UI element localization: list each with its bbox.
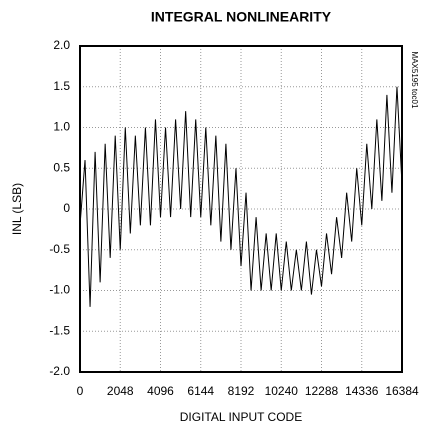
y-tick-label: -2.0	[49, 364, 70, 378]
plot-frame	[79, 45, 403, 373]
y-tick-label: 1.0	[53, 120, 70, 134]
y-tick-label: 0.5	[53, 160, 70, 174]
x-tick-label: 10240	[265, 384, 299, 398]
y-tick-label: -1.5	[49, 323, 70, 337]
y-tick-label: 2.0	[53, 38, 70, 52]
x-tick-label: 2048	[107, 384, 134, 398]
y-tick-label: -1.0	[49, 283, 70, 297]
x-tick-label: 16384	[385, 384, 419, 398]
side-note: MAX5195 toc01	[410, 52, 419, 109]
y-axis-label: INL (LSB)	[10, 183, 24, 235]
x-axis-label: DIGITAL INPUT CODE	[180, 410, 302, 424]
x-tick-label: 12288	[305, 384, 339, 398]
y-tick-label: 0	[63, 201, 70, 215]
x-tick-label: 8192	[228, 384, 255, 398]
x-tick-label: 14336	[345, 384, 379, 398]
data-line	[79, 86, 403, 307]
x-tick-label: 0	[77, 384, 84, 398]
x-tick-label: 4096	[147, 384, 174, 398]
y-tick-label: 1.5	[53, 79, 70, 93]
y-tick-label: -0.5	[49, 242, 70, 256]
x-tick-label: 6144	[187, 384, 214, 398]
chart-title: INTEGRAL NONLINEARITY	[151, 9, 332, 25]
